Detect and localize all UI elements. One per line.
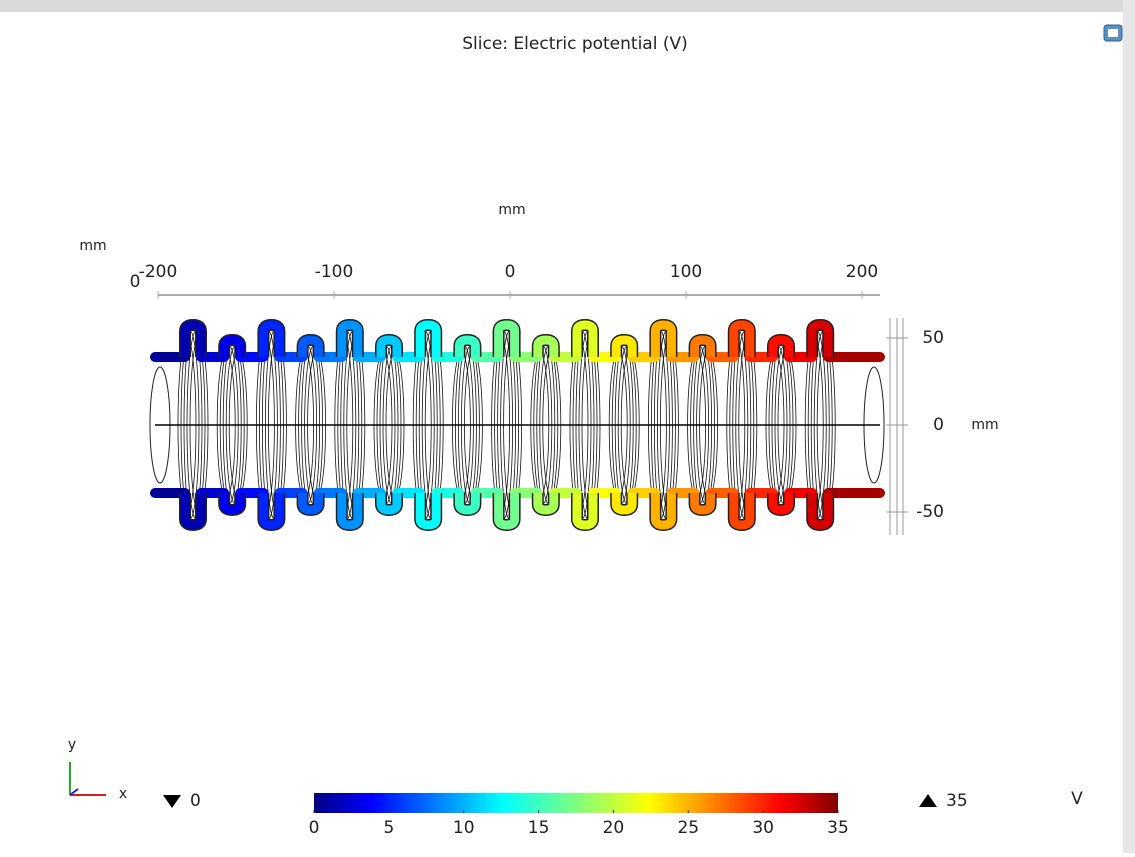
colorbar-tick-label: 25 (677, 818, 699, 838)
x-tick-label: 200 (846, 262, 878, 282)
bellows-geometry (150, 325, 884, 525)
colorbar-tick-label: 10 (453, 818, 475, 838)
x-tick-label: -200 (139, 262, 178, 282)
y-axis-unit: mm (971, 417, 998, 433)
colorbar-unit: V (1071, 789, 1083, 809)
triad-y-label: y (68, 737, 76, 753)
z-axis-unit: mm (79, 238, 106, 254)
colorbar-tick-label: 15 (528, 818, 550, 838)
y-tick-label: -50 (916, 502, 944, 522)
colorbar-tick-label: 30 (752, 818, 774, 838)
x-axis-unit: mm (498, 202, 525, 218)
colorbar-tick-label: 0 (309, 818, 320, 838)
x-tick-label: 100 (670, 262, 702, 282)
y-tick-label: 50 (922, 328, 944, 348)
graphics-window: Slice: Electric potential (V) mm mm mm y… (0, 0, 1135, 853)
x-tick-label: 0 (505, 262, 516, 282)
x-tick-label: -100 (315, 262, 354, 282)
colorbar-tick-label: 20 (603, 818, 625, 838)
y-tick-label: 0 (933, 415, 944, 435)
plot-title: Slice: Electric potential (V) (462, 34, 688, 54)
toolbar-button[interactable] (1104, 25, 1122, 41)
min-value: 0 (190, 791, 201, 811)
colorbar-tick-label: 5 (383, 818, 394, 838)
triad-x-label: x (119, 786, 127, 802)
colorbar-tick-label: 35 (827, 818, 849, 838)
window-border (1123, 0, 1135, 853)
max-value: 35 (946, 791, 968, 811)
colorbar (314, 793, 838, 813)
window-border (0, 0, 1135, 12)
z-tick-label: 0 (130, 272, 141, 292)
